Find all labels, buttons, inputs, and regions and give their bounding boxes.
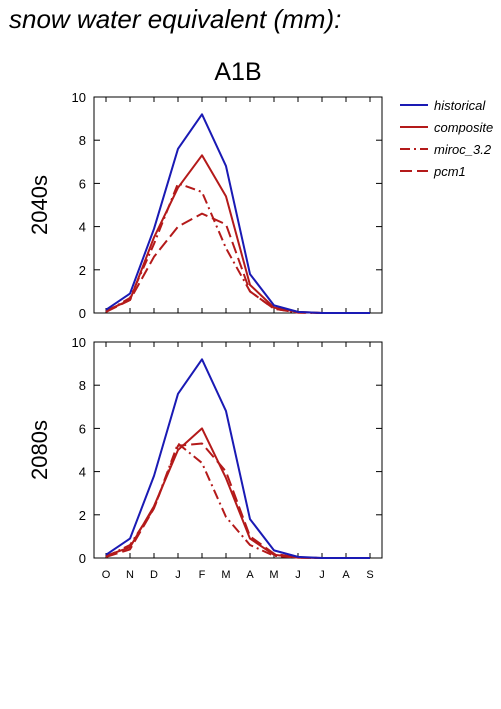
x-tick-label: M <box>269 569 278 581</box>
x-tick-label: A <box>246 569 254 581</box>
y-tick-label: 4 <box>79 465 86 480</box>
x-tick-label: O <box>102 569 111 581</box>
legend-label: historical <box>434 98 486 113</box>
y-tick-label: 8 <box>79 133 86 148</box>
y-tick-label: 2 <box>79 508 86 523</box>
panel-title: A1B <box>214 58 261 86</box>
y-tick-label: 6 <box>79 176 86 191</box>
x-tick-label: S <box>366 569 373 581</box>
x-tick-label: D <box>150 569 158 581</box>
row-label: 2040s <box>27 175 52 235</box>
y-tick-label: 10 <box>72 90 86 105</box>
series-line-historical <box>105 358 370 559</box>
legend-label: miroc_3.2 <box>434 142 492 157</box>
series-line-composite <box>105 427 370 559</box>
x-tick-label: N <box>126 569 134 581</box>
y-tick-label: 8 <box>79 378 86 393</box>
series-line-historical <box>105 113 370 314</box>
x-tick-label: F <box>199 569 206 581</box>
x-tick-label: J <box>175 569 181 581</box>
y-tick-label: 4 <box>79 220 86 235</box>
legend-label: composite <box>434 120 493 135</box>
legend-label: pcm1 <box>433 164 466 179</box>
y-tick-label: 2 <box>79 263 86 278</box>
y-tick-label: 0 <box>79 306 86 321</box>
chart-panel-2040s: 0 2 4 6 8 10 2040s <box>27 90 383 321</box>
figure-title: snow water equivalent (mm): <box>9 4 342 34</box>
series-line-composite <box>105 154 370 314</box>
x-tick-label: J <box>295 569 301 581</box>
y-tick-label: 0 <box>79 551 86 566</box>
plot-frame <box>93 96 383 314</box>
row-label: 2080s <box>27 420 52 480</box>
x-tick-label: A <box>342 569 350 581</box>
chart-legend: historical composite miroc_3.2 pcm1 <box>400 98 493 179</box>
y-tick-label: 10 <box>72 335 86 350</box>
y-tick-label: 6 <box>79 421 86 436</box>
series-line-miroc-3-2 <box>105 182 370 314</box>
chart-panel-2080s: 0 2 4 6 8 10 O N D J F M A M J J A S 2080s <box>27 335 383 581</box>
x-tick-label: M <box>221 569 230 581</box>
plot-frame <box>93 341 383 559</box>
x-tick-label: J <box>319 569 325 581</box>
